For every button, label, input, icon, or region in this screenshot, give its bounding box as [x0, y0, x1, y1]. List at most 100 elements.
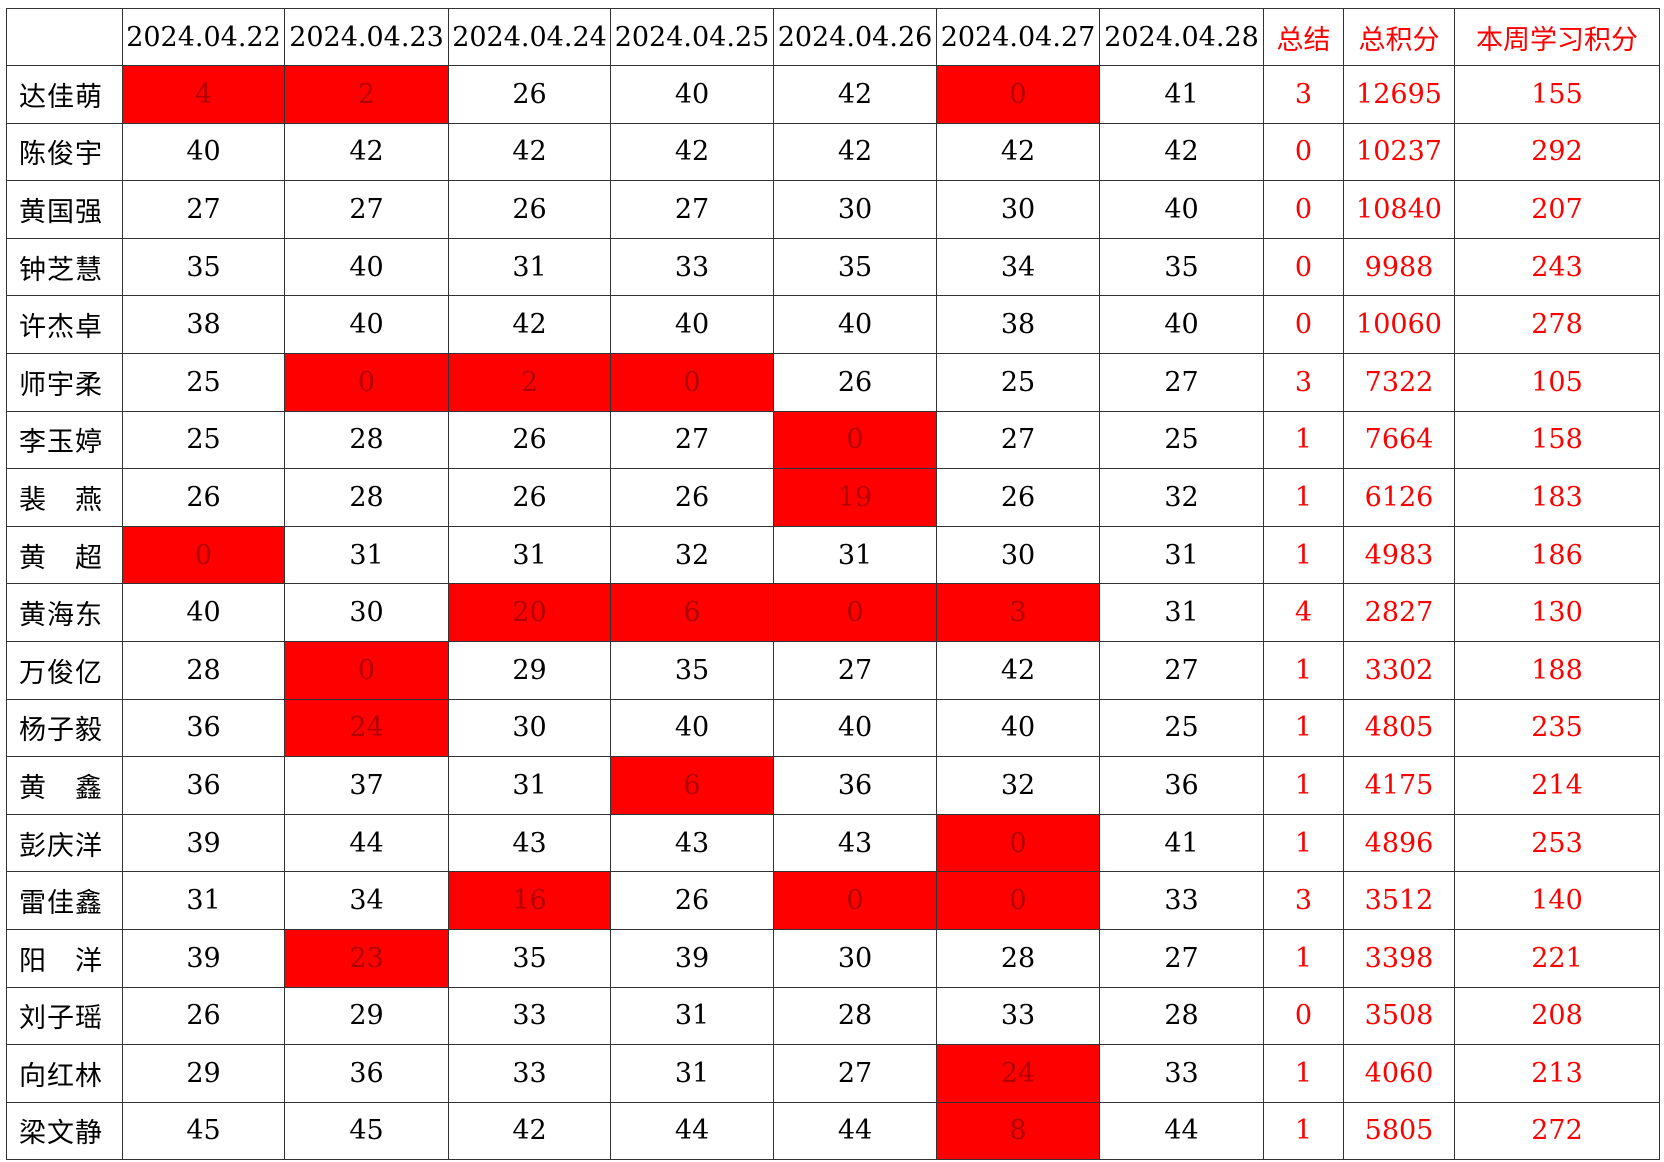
score-cell: 33	[448, 1044, 611, 1103]
row: 师宇柔 25 0 2 0 26 25 27 3 7322 105	[6, 352, 1660, 412]
score-cell: 26	[936, 468, 1100, 527]
score-cell: 26	[448, 65, 611, 124]
name-cell: 师宇柔	[6, 352, 123, 412]
week-cell: 235	[1454, 698, 1660, 758]
header-row: 2024.04.22 2024.04.23 2024.04.24 2024.04.25…	[6, 8, 1660, 66]
score-cell: 33	[1099, 1044, 1264, 1103]
week-cell: 253	[1454, 813, 1660, 873]
score-cell: 27	[773, 640, 937, 700]
score-cell: 40	[610, 65, 774, 124]
score-cell: 41	[1099, 813, 1264, 873]
score-cell: 28	[1099, 986, 1264, 1046]
score-cell: 33	[448, 986, 611, 1046]
row: 杨子毅 36 24 30 40 40 40 25 1 4805 235	[6, 698, 1660, 758]
score-cell: 27	[1099, 352, 1264, 412]
score-cell: 44	[284, 813, 449, 873]
week-cell: 278	[1454, 295, 1660, 354]
score-cell: 26	[773, 352, 937, 412]
summary-cell: 0	[1263, 295, 1344, 354]
score-cell: 19	[773, 468, 937, 527]
score-cell: 27	[1099, 928, 1264, 988]
score-cell: 25	[122, 352, 285, 412]
name-cell: 黄海东	[6, 583, 123, 642]
score-cell: 27	[1099, 640, 1264, 700]
score-cell: 31	[122, 871, 285, 930]
total-cell: 6126	[1343, 468, 1455, 527]
score-cell: 42	[1099, 122, 1264, 182]
score-cell: 0	[122, 525, 285, 585]
score-cell: 40	[773, 698, 937, 758]
score-cell: 8	[936, 1101, 1100, 1161]
week-cell: 130	[1454, 583, 1660, 642]
score-cell: 24	[284, 698, 449, 758]
score-cell: 0	[284, 640, 449, 700]
score-cell: 37	[284, 756, 449, 815]
score-cell: 39	[610, 928, 774, 988]
table-header: 2024.04.22 2024.04.23 2024.04.24 2024.04.25…	[6, 8, 1660, 66]
score-cell: 36	[122, 698, 285, 758]
name-cell: 裴 燕	[6, 468, 123, 527]
score-cell: 33	[1099, 871, 1264, 930]
score-cell: 42	[936, 640, 1100, 700]
score-cell: 38	[936, 295, 1100, 354]
name-cell: 杨子毅	[6, 698, 123, 758]
score-cell: 25	[1099, 410, 1264, 470]
week-cell: 140	[1454, 871, 1660, 930]
score-cell: 40	[284, 295, 449, 354]
total-cell: 4805	[1343, 698, 1455, 758]
score-cell: 39	[122, 928, 285, 988]
name-cell: 陈俊宇	[6, 122, 123, 182]
score-cell: 40	[1099, 295, 1264, 354]
score-cell: 42	[284, 122, 449, 182]
summary-cell: 0	[1263, 237, 1344, 297]
total-cell: 3302	[1343, 640, 1455, 700]
name-cell: 黄国强	[6, 180, 123, 239]
total-cell: 4175	[1343, 756, 1455, 815]
score-cell: 26	[448, 410, 611, 470]
score-cell: 31	[773, 525, 937, 585]
score-cell: 26	[610, 871, 774, 930]
score-cell: 26	[122, 986, 285, 1046]
score-cell: 45	[284, 1101, 449, 1161]
row: 许杰卓 38 40 42 40 40 38 40 0 10060 278	[6, 295, 1660, 354]
score-cell: 26	[610, 468, 774, 527]
header-cell: 2024.04.27	[936, 8, 1100, 66]
total-cell: 12695	[1343, 65, 1455, 124]
score-cell: 40	[936, 698, 1100, 758]
score-cell: 26	[448, 180, 611, 239]
score-cell: 31	[610, 986, 774, 1046]
summary-cell: 1	[1263, 928, 1344, 988]
score-cell: 30	[284, 583, 449, 642]
summary-cell: 1	[1263, 1101, 1344, 1161]
summary-cell: 1	[1263, 1044, 1344, 1103]
week-cell: 208	[1454, 986, 1660, 1046]
score-cell: 27	[122, 180, 285, 239]
score-cell: 31	[1099, 583, 1264, 642]
name-cell: 黄 超	[6, 525, 123, 585]
name-cell: 彭庆洋	[6, 813, 123, 873]
header-cell: 2024.04.24	[448, 8, 611, 66]
score-cell: 35	[122, 237, 285, 297]
score-cell: 0	[936, 813, 1100, 873]
score-cell: 33	[936, 986, 1100, 1046]
score-cell: 0	[936, 871, 1100, 930]
score-cell: 27	[610, 410, 774, 470]
name-cell: 黄 鑫	[6, 756, 123, 815]
row: 黄国强 27 27 26 27 30 30 40 0 10840 207	[6, 180, 1660, 239]
score-cell: 27	[284, 180, 449, 239]
row: 阳 洋 39 23 35 39 30 28 27 1 3398 221	[6, 928, 1660, 988]
week-cell: 207	[1454, 180, 1660, 239]
score-cell: 42	[448, 1101, 611, 1161]
row: 彭庆洋 39 44 43 43 43 0 41 1 4896 253	[6, 813, 1660, 873]
score-cell: 45	[122, 1101, 285, 1161]
score-cell: 28	[284, 468, 449, 527]
row: 陈俊宇 40 42 42 42 42 42 42 0 10237 292	[6, 122, 1660, 182]
score-table: 2024.04.22 2024.04.23 2024.04.24 2024.04.25…	[6, 8, 1660, 1161]
score-cell: 40	[1099, 180, 1264, 239]
score-cell: 20	[448, 583, 611, 642]
summary-cell: 0	[1263, 986, 1344, 1046]
score-cell: 31	[1099, 525, 1264, 585]
total-cell: 2827	[1343, 583, 1455, 642]
name-cell: 向红林	[6, 1044, 123, 1103]
